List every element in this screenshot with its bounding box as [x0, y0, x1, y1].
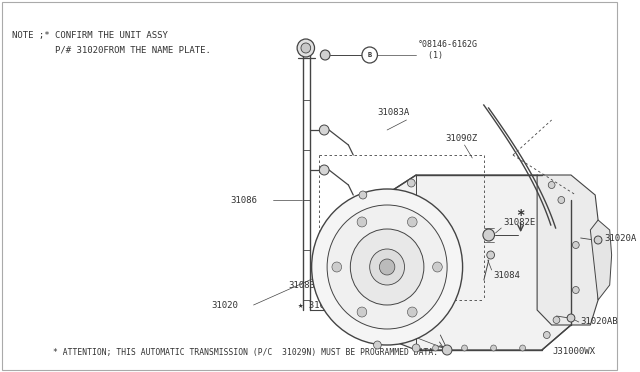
Text: 31083A: 31083A [378, 108, 410, 116]
Text: 31020A: 31020A [605, 234, 637, 243]
Circle shape [433, 345, 438, 351]
Circle shape [433, 262, 442, 272]
Text: 31082E: 31082E [503, 218, 536, 227]
Text: 31083A: 31083A [289, 280, 321, 289]
Text: 31020AB: 31020AB [580, 317, 618, 327]
Circle shape [357, 217, 367, 227]
Text: *: * [516, 208, 525, 222]
Circle shape [483, 229, 495, 241]
Circle shape [408, 307, 417, 317]
Polygon shape [590, 220, 612, 300]
Text: 31080: 31080 [400, 279, 427, 288]
Circle shape [412, 344, 420, 352]
Polygon shape [537, 175, 598, 325]
Circle shape [442, 345, 452, 355]
Circle shape [567, 314, 575, 322]
Circle shape [297, 39, 314, 57]
Text: 31009: 31009 [382, 326, 409, 334]
Circle shape [336, 265, 351, 281]
Circle shape [491, 345, 497, 351]
Circle shape [548, 182, 555, 189]
Circle shape [351, 273, 361, 283]
Circle shape [370, 249, 404, 285]
Circle shape [325, 241, 342, 259]
Circle shape [357, 307, 367, 317]
Circle shape [321, 50, 330, 60]
Text: * ATTENTION; THIS AUTOMATIC TRANSMISSION (P/C  31029N) MUST BE PROGRAMMED DATA.: * ATTENTION; THIS AUTOMATIC TRANSMISSION… [53, 347, 438, 356]
Text: NOTE ;* CONFIRM THE UNIT ASSY: NOTE ;* CONFIRM THE UNIT ASSY [12, 31, 168, 39]
Text: 31020: 31020 [211, 301, 238, 310]
Circle shape [374, 341, 381, 349]
Text: ☉ 08915-2441A
       (1): ☉ 08915-2441A (1) [344, 238, 408, 258]
Circle shape [332, 262, 342, 272]
Text: B: B [367, 52, 372, 58]
Circle shape [572, 286, 579, 294]
Circle shape [350, 229, 424, 305]
Circle shape [312, 189, 463, 345]
Circle shape [408, 179, 415, 187]
Text: 31086: 31086 [230, 196, 257, 205]
Text: ★ 31029N: ★ 31029N [298, 301, 341, 310]
Circle shape [301, 43, 310, 53]
Circle shape [319, 165, 329, 175]
Circle shape [594, 236, 602, 244]
Circle shape [558, 196, 564, 203]
Circle shape [543, 331, 550, 339]
Circle shape [362, 47, 378, 63]
Circle shape [553, 317, 560, 324]
Circle shape [359, 191, 367, 199]
Text: ®09174-4701A
      (1): ®09174-4701A (1) [353, 258, 413, 278]
Text: J31000WX: J31000WX [552, 347, 595, 356]
Polygon shape [358, 175, 571, 350]
Circle shape [408, 217, 417, 227]
Circle shape [327, 205, 447, 329]
Text: 31084: 31084 [493, 270, 520, 279]
Text: °08146-6162G
  (1): °08146-6162G (1) [418, 40, 478, 60]
Text: 31090Z: 31090Z [445, 134, 477, 142]
Text: P/# 31020FROM THE NAME PLATE.: P/# 31020FROM THE NAME PLATE. [12, 45, 211, 55]
Circle shape [487, 251, 495, 259]
Circle shape [319, 125, 329, 135]
Text: R: R [342, 270, 346, 276]
Circle shape [572, 241, 579, 248]
Circle shape [461, 345, 467, 351]
Circle shape [380, 259, 395, 275]
Circle shape [520, 345, 525, 351]
